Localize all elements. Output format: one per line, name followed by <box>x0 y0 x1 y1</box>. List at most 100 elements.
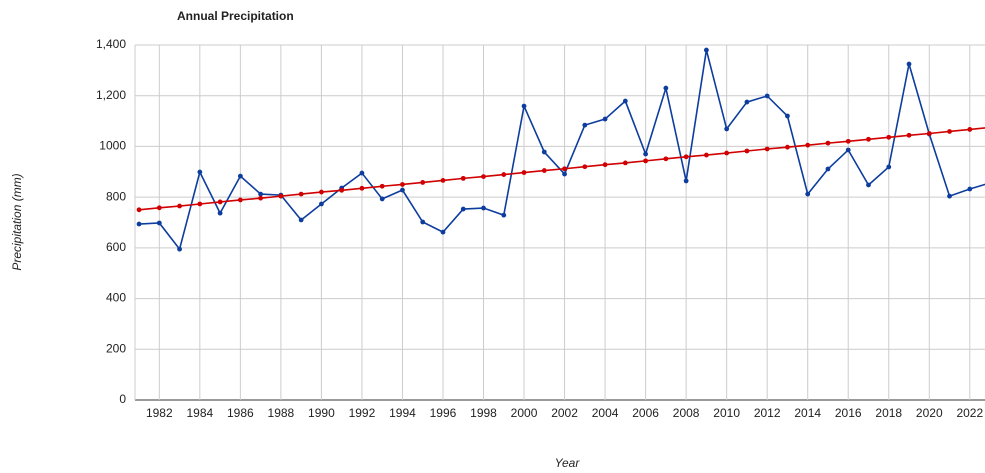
series-line <box>139 49 985 251</box>
x-tick-label: 2010 <box>713 406 740 420</box>
chart-title: Annual Precipitation <box>177 9 294 23</box>
data-point <box>703 152 709 158</box>
data-point <box>805 191 811 197</box>
data-point <box>886 134 892 140</box>
x-tick-label: 2016 <box>835 406 862 420</box>
data-point <box>562 171 567 177</box>
data-point <box>582 164 588 170</box>
data-point <box>460 206 466 212</box>
data-point <box>663 156 669 162</box>
data-point <box>947 193 952 199</box>
data-point <box>440 178 446 183</box>
data-point <box>866 136 871 142</box>
data-point <box>825 166 831 172</box>
y-tick-label: 800 <box>106 189 126 203</box>
data-point <box>501 212 507 218</box>
data-point <box>136 221 142 227</box>
x-tick-label: 2008 <box>673 406 700 420</box>
x-tick-label: 2018 <box>875 406 902 420</box>
data-point <box>258 195 264 201</box>
y-tick-label: 1000 <box>99 139 126 153</box>
x-tick-label: 2022 <box>956 406 983 420</box>
data-point <box>825 140 831 146</box>
data-point <box>805 142 811 148</box>
x-tick-label: 1994 <box>389 406 416 420</box>
data-point <box>582 122 588 128</box>
x-tick-label: 2002 <box>551 406 578 420</box>
data-point <box>764 146 770 152</box>
data-point <box>845 138 851 144</box>
data-point <box>683 178 689 184</box>
y-tick-label: 200 <box>106 341 126 355</box>
data-point <box>319 189 324 195</box>
data-point <box>906 132 912 138</box>
y-tick-label: 600 <box>106 240 126 254</box>
data-point <box>197 169 203 175</box>
data-point <box>177 246 182 252</box>
data-point <box>258 191 264 197</box>
x-tick-label: 1982 <box>146 406 173 420</box>
x-tick-label: 1990 <box>308 406 335 420</box>
data-point <box>562 166 567 172</box>
data-point <box>602 116 608 122</box>
x-tick-label: 1996 <box>430 406 457 420</box>
data-point <box>521 170 527 175</box>
x-tick-label: 1988 <box>268 406 295 420</box>
y-tick-label: 400 <box>106 291 126 305</box>
data-point <box>541 149 547 155</box>
data-point <box>319 201 324 207</box>
data-point <box>156 205 162 211</box>
data-point <box>724 150 730 156</box>
data-point <box>379 183 385 189</box>
data-point <box>237 197 243 203</box>
data-point <box>237 173 243 179</box>
data-point <box>298 217 304 223</box>
data-point <box>785 113 790 119</box>
data-point <box>622 160 628 166</box>
data-point <box>177 203 182 209</box>
x-tick-label: 1986 <box>227 406 254 420</box>
data-point <box>359 170 365 176</box>
data-point <box>400 187 405 193</box>
x-tick-label: 2006 <box>632 406 659 420</box>
y-tick-label: 0 <box>119 392 126 406</box>
data-point <box>521 103 527 109</box>
data-point <box>845 147 851 153</box>
data-point <box>703 47 709 53</box>
data-point <box>683 154 689 160</box>
data-point <box>481 205 486 211</box>
data-point <box>217 210 223 216</box>
data-point <box>643 158 649 164</box>
x-tick-label: 2020 <box>916 406 943 420</box>
data-point <box>400 182 405 187</box>
data-point <box>663 85 669 91</box>
data-point <box>906 61 912 67</box>
x-tick-label: 1998 <box>470 406 497 420</box>
data-point <box>602 162 608 168</box>
data-point <box>866 182 871 188</box>
data-point <box>156 220 162 226</box>
x-tick-label: 2000 <box>511 406 538 420</box>
data-point <box>764 93 770 99</box>
data-point <box>359 185 365 191</box>
data-point <box>217 199 223 205</box>
data-point <box>136 207 142 213</box>
data-point <box>724 126 730 132</box>
data-point <box>643 151 649 157</box>
data-point <box>339 187 345 193</box>
x-tick-label: 1992 <box>349 406 376 420</box>
data-point <box>197 201 203 207</box>
data-point <box>379 196 385 202</box>
plot-area <box>136 47 985 252</box>
data-point <box>947 129 952 134</box>
data-point <box>420 219 426 225</box>
x-tick-label: 2014 <box>794 406 821 420</box>
data-point <box>278 193 284 199</box>
data-point <box>481 174 486 180</box>
data-point <box>744 99 750 105</box>
x-axis-title: Year <box>555 456 581 470</box>
x-tick-label: 1984 <box>186 406 213 420</box>
data-point <box>744 148 750 154</box>
data-point <box>785 144 790 150</box>
